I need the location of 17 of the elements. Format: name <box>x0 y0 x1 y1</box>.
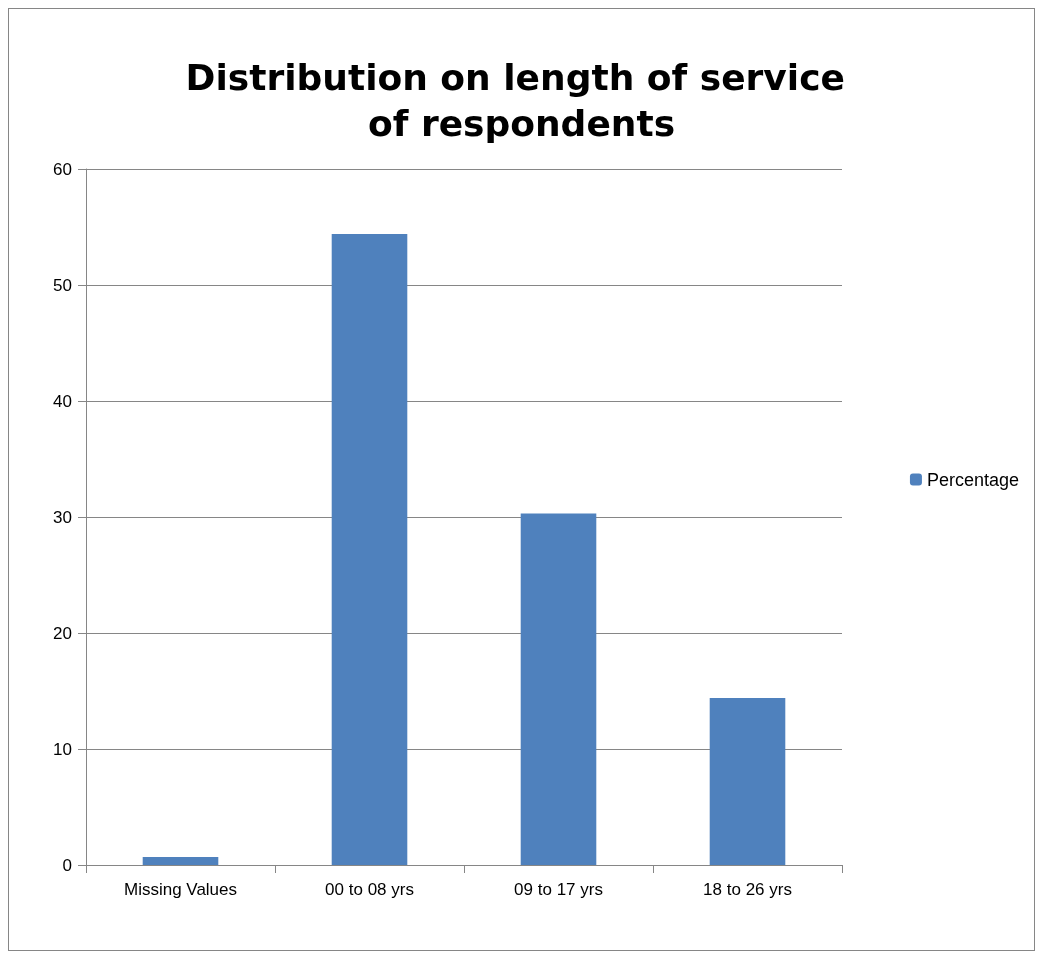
x-tick-label: 09 to 17 yrs <box>514 880 603 899</box>
y-tick-label: 50 <box>53 275 72 295</box>
x-tick-label: 00 to 08 yrs <box>325 880 414 899</box>
y-tick-label: 60 <box>53 159 72 179</box>
y-tick-label: 20 <box>53 623 72 643</box>
bar <box>331 233 408 865</box>
y-tick-label: 40 <box>53 391 72 411</box>
bar <box>709 697 786 865</box>
y-tick-label: 10 <box>53 739 72 759</box>
chart-title: Distribution on length of service of respondents <box>185 56 858 144</box>
bar <box>520 513 597 865</box>
y-tick-label: 30 <box>53 507 72 527</box>
legend-label: Percentage <box>926 469 1020 490</box>
x-tick-label: 18 to 26 yrs <box>703 880 792 899</box>
bar <box>142 856 219 865</box>
y-tick-label: 0 <box>62 855 72 875</box>
x-tick-label: Missing Values <box>123 880 238 899</box>
